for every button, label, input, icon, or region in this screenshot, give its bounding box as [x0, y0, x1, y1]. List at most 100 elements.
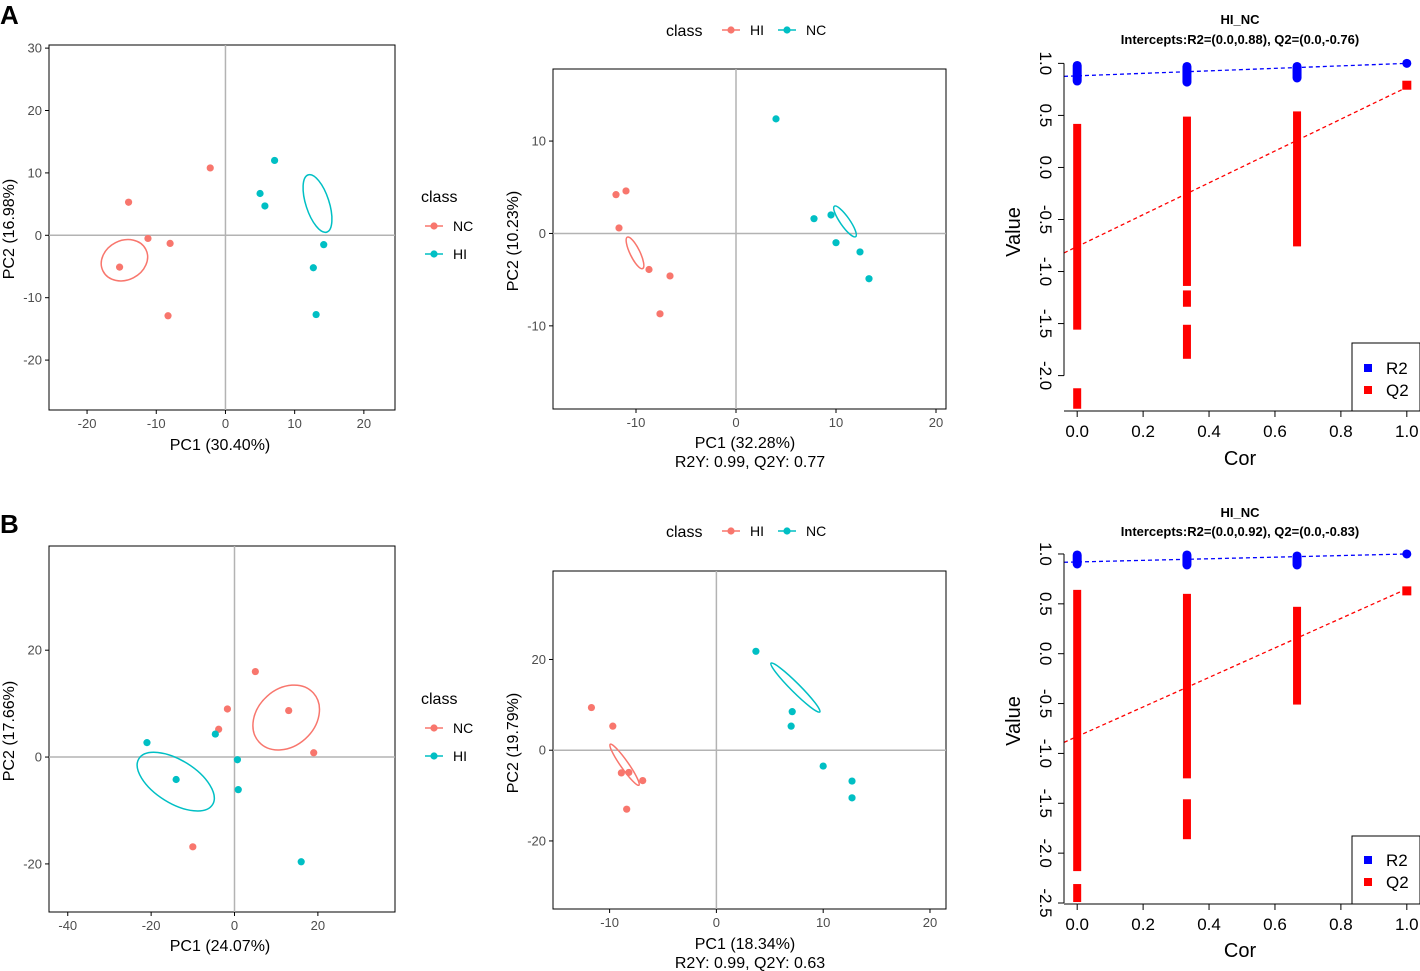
y-tick-label: 0 — [539, 743, 546, 758]
legend-label: NC — [453, 218, 473, 234]
y-tick-label: 20 — [28, 643, 42, 658]
x-tick-label: -20 — [142, 918, 161, 933]
chart-4-pca: -40 -20 0 20 -20 0 20 PC1 (24.07%) PC2 (17.66%) c… — [1, 545, 473, 955]
data-point-hi — [612, 191, 620, 199]
data-point-hi — [645, 265, 653, 274]
legend-label: HI — [453, 246, 467, 262]
data-point-hi — [261, 202, 269, 210]
panel-label-a: A — [0, 0, 19, 30]
legend-title: class — [666, 23, 702, 40]
y-tick-label: 10 — [532, 134, 546, 149]
legend-label: HI — [750, 22, 764, 38]
chart-2-pls-da: -10 0 10 20 -10 0 10 PC1 (32.28%) PC2 (10.23%) R2… — [505, 22, 947, 471]
data-point-nc — [124, 198, 133, 206]
y-tick-label: 20 — [532, 652, 546, 667]
y-tick-label: -2.0 — [1036, 361, 1055, 390]
legend-label: Q2 — [1386, 381, 1409, 400]
legend-label: NC — [806, 22, 826, 38]
q2-permutation-points — [1073, 589, 1082, 872]
legend-title: class — [666, 524, 702, 541]
data-point-nc — [115, 263, 124, 271]
x-tick-label: 10 — [816, 915, 830, 930]
x-tick-label: 0.8 — [1329, 915, 1353, 934]
x-axis-label: PC1 (24.07%) — [170, 938, 271, 955]
plot-frame — [48, 44, 396, 411]
data-point-nc — [848, 777, 856, 785]
legend-key-q2 — [1364, 386, 1372, 394]
data-point-hi — [625, 768, 633, 777]
data-point-hi — [309, 264, 317, 272]
data-point-hi — [609, 722, 617, 730]
plot-area — [1064, 549, 1412, 903]
data-point-hi — [256, 189, 264, 198]
x-tick-label: 0 — [713, 915, 720, 930]
y-tick-label: -2.5 — [1036, 888, 1055, 917]
chart-title: HI_NC — [1220, 505, 1260, 520]
q2-regression-line — [1064, 588, 1408, 743]
plot-area — [553, 69, 946, 409]
x-axis-label: PC1 (18.34%) — [695, 936, 796, 953]
plot-frame — [48, 545, 396, 913]
r2-original-point — [1402, 58, 1412, 68]
data-point-hi — [320, 241, 328, 249]
x-tick-label: -40 — [58, 918, 77, 933]
y-axis-label: PC2 (16.98%) — [1, 179, 18, 280]
x-tick-label: 20 — [357, 416, 371, 431]
y-tick-label: -1.5 — [1036, 309, 1055, 338]
data-point-hi — [656, 310, 664, 318]
r2-permutation-points — [1072, 550, 1082, 569]
q2-permutation-points — [1182, 116, 1191, 286]
x-tick-label: -10 — [600, 915, 619, 930]
chart-1-pca: -20 -10 0 10 20 -20 -10 0 10 20 30 PC1 (30.40%) PC2 … — [1, 41, 473, 454]
q2-permutation-points — [1073, 388, 1082, 409]
data-point-nc — [310, 749, 318, 757]
data-point-nc — [810, 215, 818, 223]
legend-label: R2 — [1386, 359, 1408, 378]
data-point-nc — [827, 211, 835, 219]
r2-permutation-points — [1182, 61, 1192, 87]
legend-key-point — [727, 527, 735, 535]
x-axis-label: Cor — [1224, 940, 1257, 962]
y-tick-label: -1.5 — [1036, 789, 1055, 818]
legend-label: Q2 — [1386, 873, 1409, 892]
data-point-hi — [587, 703, 596, 712]
legend-key-point — [430, 222, 438, 230]
confidence-ellipse-hi — [625, 236, 645, 270]
r2-permutation-points — [1292, 551, 1302, 570]
x-axis-label: Cor — [1224, 448, 1257, 470]
chart-subtitle: Intercepts:R2=(0.0,0.88), Q2=(0.0,-0.76) — [1121, 32, 1359, 47]
chart-title: HI_NC — [1220, 12, 1260, 27]
data-point-nc — [788, 708, 796, 716]
x-tick-label: 0.0 — [1065, 915, 1089, 934]
plot-area — [49, 45, 395, 410]
x-tick-label: 10 — [287, 416, 301, 431]
y-tick-label: -1.0 — [1036, 739, 1055, 768]
chart-subtitle: Intercepts:R2=(0.0,0.92), Q2=(0.0,-0.83) — [1121, 524, 1359, 539]
legend: class NC HI — [421, 189, 473, 262]
chart-5-pls-da: -10 0 10 20 -20 0 20 PC1 (18.34%) PC2 (19.79%) R2… — [505, 523, 947, 971]
r2-permutation-points — [1182, 550, 1192, 570]
x-tick-label: 20 — [923, 915, 937, 930]
plot-frame — [552, 570, 947, 910]
data-point-hi — [615, 224, 623, 232]
q2-permutation-points — [1293, 111, 1302, 247]
legend-title: class — [421, 691, 457, 708]
data-point-nc — [166, 239, 174, 248]
y-tick-label: 1.0 — [1036, 52, 1055, 76]
y-tick-label: 0.5 — [1036, 104, 1055, 128]
x-tick-label: 20 — [929, 415, 943, 430]
confidence-ellipse-hi — [136, 751, 216, 812]
data-point-hi — [297, 858, 305, 866]
y-tick-label: 30 — [28, 41, 42, 56]
data-point-nc — [848, 794, 856, 802]
data-point-nc — [856, 248, 864, 256]
confidence-ellipse-nc — [100, 238, 149, 282]
x-tick-label: -10 — [147, 416, 166, 431]
y-axis-label: PC2 (17.66%) — [1, 681, 18, 782]
data-point-nc — [189, 843, 197, 851]
x-tick-label: 20 — [311, 918, 325, 933]
q2-permutation-points — [1182, 290, 1191, 307]
